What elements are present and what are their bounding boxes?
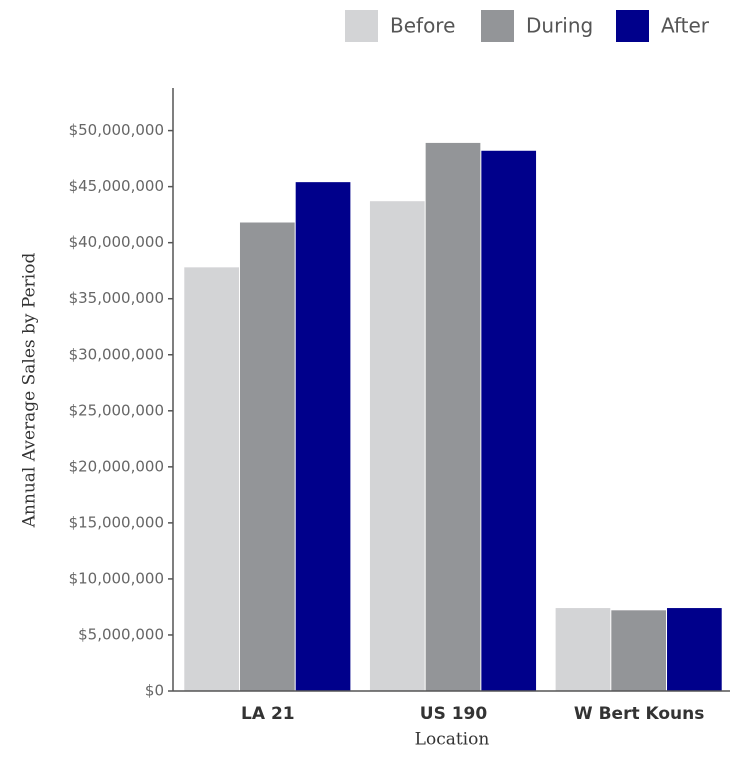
legend-label: After: [661, 14, 710, 38]
y-tick-label: $50,000,000: [69, 121, 164, 139]
bar: [555, 608, 611, 691]
bar: [295, 182, 351, 692]
bar: [481, 150, 537, 691]
y-tick-label: $45,000,000: [69, 177, 164, 195]
bar: [667, 608, 722, 691]
x-tick-label: W Bert Kouns: [574, 704, 704, 724]
y-tick-label: $20,000,000: [69, 457, 164, 475]
y-tick-label: $0: [145, 682, 164, 700]
x-tick-label: LA 21: [241, 704, 295, 724]
y-tick-label: $35,000,000: [69, 289, 164, 307]
legend-swatch: [481, 10, 514, 42]
bar: [239, 222, 295, 691]
x-tick-label: US 190: [420, 704, 488, 724]
y-tick-label: $5,000,000: [78, 625, 164, 643]
x-axis-label: Location: [415, 730, 490, 750]
legend-swatch: [345, 10, 378, 42]
y-tick-label: $25,000,000: [69, 401, 164, 419]
y-tick-label: $30,000,000: [69, 345, 164, 363]
y-tick-label: $10,000,000: [69, 569, 164, 587]
bar: [184, 267, 239, 691]
bar: [369, 201, 425, 691]
bar: [611, 610, 667, 691]
legend-label: During: [526, 14, 593, 38]
legend-label: Before: [390, 14, 455, 38]
y-tick-label: $15,000,000: [69, 513, 164, 531]
legend-swatch: [616, 10, 649, 42]
y-axis-label: Annual Average Sales by Period: [20, 253, 40, 529]
bar: [425, 142, 481, 692]
y-tick-label: $40,000,000: [69, 233, 164, 251]
